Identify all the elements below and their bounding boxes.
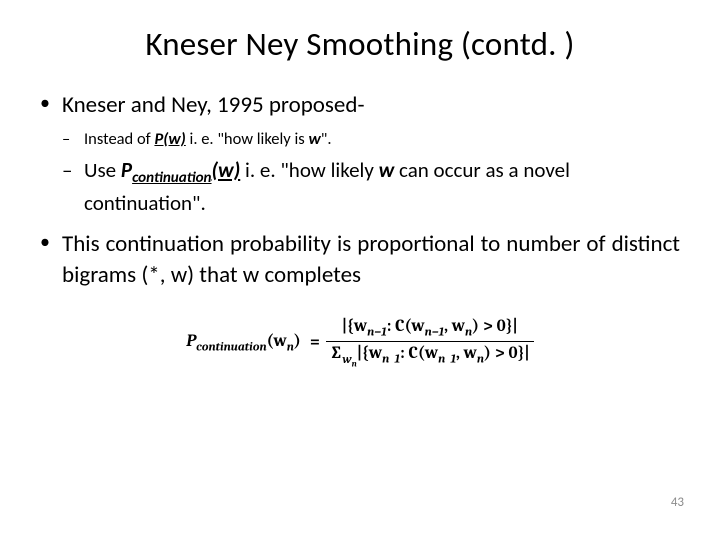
den-open: |{w [357, 344, 382, 363]
bullet-1-sub-1: Instead of P(w) i. e. "how likely is w". [62, 127, 680, 152]
formula-lhs: Pcontinuation(wn) [186, 332, 304, 354]
den-s1: n 1 [382, 353, 400, 367]
lhs-argsub: n [287, 340, 294, 354]
num-m1: : C(w [387, 317, 425, 336]
formula-eq: = [304, 333, 326, 352]
bullet-1-text: Kneser and Ney, 1995 proposed- [62, 90, 680, 121]
sub1-pre: Instead of [84, 129, 154, 149]
sub1-mid: i. e. "how likely is [186, 129, 309, 149]
bullet-2: This continuation probability is proport… [40, 229, 680, 291]
lhs-close: ) [294, 332, 301, 351]
sub2-wvar: w [379, 157, 395, 183]
sub1-end: ". [321, 129, 332, 149]
den-end: ) > 0}| [484, 344, 530, 363]
num-s1: n−1 [367, 325, 386, 339]
sub2-w: (w) [212, 157, 241, 183]
slide-number: 43 [671, 495, 684, 510]
slide-container: { "title": "Kneser Ney Smoothing (contd.… [0, 0, 720, 540]
den-s3: n [477, 353, 484, 367]
formula-inner: Pcontinuation(wn) = |{wn−1: C(wn−1, wn) … [186, 315, 533, 372]
sub2-mid: i. e. "how likely [240, 157, 378, 183]
formula-fraction: |{wn−1: C(wn−1, wn) > 0}| ∑wn|{wn 1: C(w… [326, 315, 534, 372]
den-sum: ∑ [330, 344, 342, 363]
lhs-open: (w [267, 332, 287, 351]
slide-title: Kneser Ney Smoothing (contd. ) [40, 24, 680, 64]
sub2-pre: Use [84, 157, 121, 183]
den-m2: , w [456, 344, 477, 363]
num-m2: , w [444, 317, 465, 336]
num-end: ) > 0}| [472, 317, 518, 336]
num-s2: n−1 [425, 325, 444, 339]
formula-denominator: ∑wn|{wn 1: C(wn 1, wn) > 0}| [326, 342, 534, 371]
sub2-cont: continuation [132, 169, 211, 187]
den-s2: n 1 [438, 353, 456, 367]
formula-numerator: |{wn−1: C(wn−1, wn) > 0}| [338, 315, 522, 342]
sub2-p: P [121, 157, 132, 183]
sub1-w: w [308, 129, 320, 149]
sub1-pw: P(w) [154, 129, 185, 149]
bullet-1-sub-2: Use Pcontinuation(w) i. e. "how likely w… [62, 156, 680, 219]
bullet-2-text: This continuation probability is proport… [62, 229, 680, 291]
bullet-1-sublist: Instead of P(w) i. e. "how likely is w".… [62, 127, 680, 219]
den-m1: : C(w [400, 344, 438, 363]
formula-block: Pcontinuation(wn) = |{wn−1: C(wn−1, wn) … [40, 315, 680, 372]
bullet-list: Kneser and Ney, 1995 proposed- Instead o… [40, 90, 680, 291]
den-sumsub: wn [342, 353, 356, 367]
lhs-sub: continuation [196, 340, 266, 354]
num-open: |{w [342, 317, 367, 336]
bullet-1: Kneser and Ney, 1995 proposed- Instead o… [40, 90, 680, 219]
lhs-p: P [186, 332, 196, 351]
